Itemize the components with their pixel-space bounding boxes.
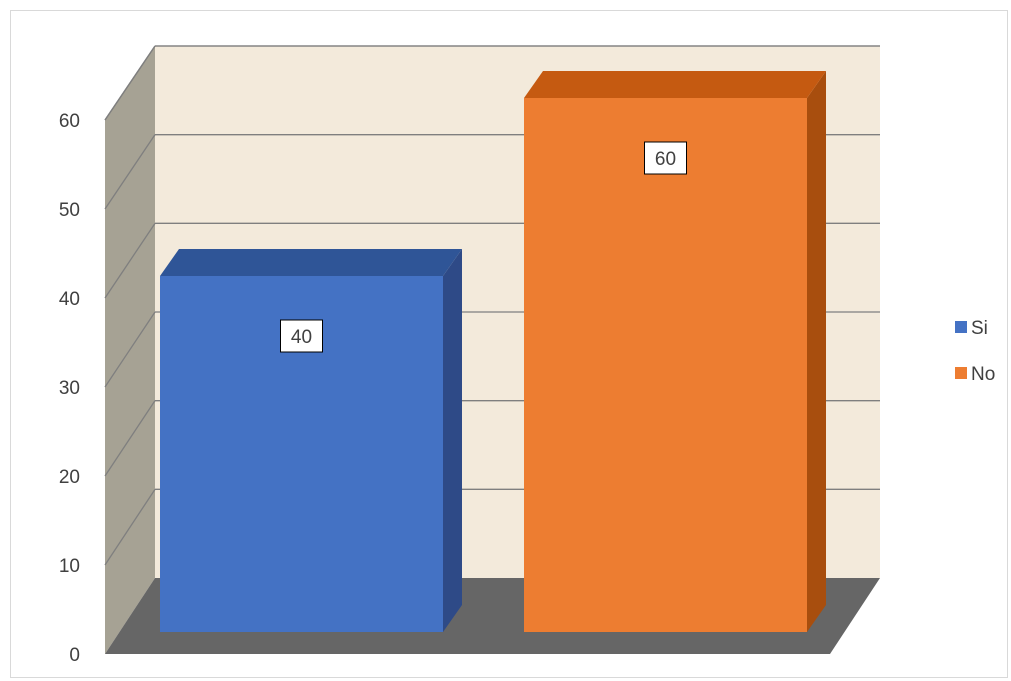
data-label-text: 60: [655, 149, 676, 170]
gridline-depth: [104, 45, 156, 121]
y-tick-label: 60: [59, 111, 80, 132]
legend-label: Si: [971, 318, 988, 339]
bar-si: [160, 249, 462, 632]
gridline-depth: [104, 400, 156, 477]
data-labels: 40 60: [280, 141, 687, 353]
gridline-depth: [104, 311, 156, 388]
data-label-no: 60: [644, 141, 687, 175]
bar-side: [443, 249, 462, 632]
bar-top: [524, 71, 826, 98]
chart-frame: [10, 10, 1008, 678]
gridline-depth: [104, 134, 156, 210]
y-tick-label: 50: [59, 200, 80, 221]
legend-label: No: [971, 364, 995, 385]
y-tick-label: 10: [59, 556, 80, 577]
data-label-box: [280, 319, 323, 353]
data-label-si: 40: [280, 319, 323, 353]
y-tick-label: 30: [59, 378, 80, 399]
y-tick-label: 40: [59, 289, 80, 310]
y-tick-label: 0: [69, 645, 80, 666]
y-axis-ticks: 0 10 20 30 40 50 60: [59, 111, 80, 666]
bar-side: [807, 71, 826, 632]
bar-no: [524, 71, 826, 632]
y-tick-label: 20: [59, 467, 80, 488]
legend-item-no: No: [955, 364, 995, 385]
bar-front: [524, 98, 807, 632]
bar-top: [160, 249, 462, 276]
legend-item-si: Si: [955, 318, 988, 339]
legend-swatch: [955, 321, 967, 333]
gridline-depth: [104, 488, 156, 566]
data-label-text: 40: [291, 327, 312, 348]
legend: Si No: [955, 318, 995, 385]
data-label-box: [644, 141, 687, 175]
gridline-depth: [104, 222, 156, 299]
legend-swatch: [955, 367, 967, 379]
